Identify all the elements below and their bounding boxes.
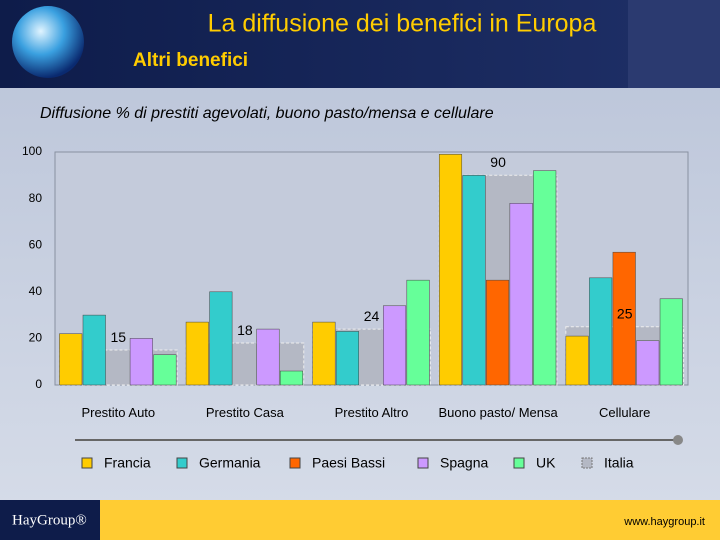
legend-swatch — [81, 457, 93, 469]
globe-icon — [12, 6, 84, 78]
slide-subtitle: Altri benefici — [133, 50, 248, 71]
y-tick-label: 20 — [29, 331, 43, 345]
bar — [383, 305, 407, 386]
bar — [612, 251, 636, 386]
chart-title: Diffusione % di prestiti agevolati, buon… — [40, 105, 494, 122]
bar — [153, 354, 177, 386]
divider-dot — [673, 435, 683, 445]
bar — [636, 340, 660, 386]
legend-swatch — [417, 457, 429, 469]
bar — [335, 331, 359, 386]
footer-band — [100, 500, 720, 540]
y-tick-label: 0 — [35, 377, 42, 391]
bar — [462, 175, 486, 386]
bar — [589, 277, 613, 386]
header-band — [0, 0, 720, 88]
y-tick-label: 100 — [22, 144, 42, 158]
slide-title: La diffusione dei benefici in Europa — [208, 10, 597, 38]
legend-swatch — [581, 457, 593, 469]
legend-label: Spagna — [440, 455, 488, 471]
bar — [82, 314, 106, 386]
legend-label: UK — [536, 455, 556, 471]
legend-label: Paesi Bassi — [312, 455, 385, 471]
legend-label: Germania — [199, 455, 261, 471]
data-label: 90 — [490, 154, 506, 170]
x-tick-label: Cellulare — [599, 405, 651, 420]
x-tick-label: Prestito Casa — [205, 405, 284, 420]
legend-swatch — [513, 457, 525, 469]
legend-label: Italia — [604, 455, 634, 471]
bar — [486, 279, 510, 386]
y-tick-label: 40 — [29, 284, 43, 298]
y-tick-label: 80 — [29, 191, 43, 205]
bar — [312, 321, 336, 386]
bar — [185, 321, 209, 386]
footer-logo-band — [0, 500, 100, 540]
logo: HayGroup® — [12, 512, 87, 528]
bar — [279, 370, 304, 386]
bar — [406, 279, 430, 386]
bar — [59, 333, 83, 386]
x-tick-label: Prestito Auto — [81, 405, 156, 420]
data-label: 24 — [364, 308, 380, 324]
y-tick-label: 60 — [29, 237, 43, 251]
data-label: 18 — [237, 322, 253, 338]
data-label: 25 — [617, 305, 633, 321]
legend-swatch — [289, 457, 301, 469]
bar — [565, 335, 589, 386]
legend-label: Francia — [104, 455, 151, 471]
bar — [509, 203, 533, 386]
bar — [659, 298, 683, 386]
bar — [533, 170, 557, 386]
data-label: 15 — [111, 329, 127, 345]
bar — [256, 328, 280, 386]
x-tick-label: Prestito Altro — [334, 405, 409, 420]
legend-swatch — [176, 457, 188, 469]
bar — [209, 291, 233, 386]
x-tick-label: Buono pasto/ Mensa — [438, 405, 558, 420]
footer-url: www.haygroup.it — [623, 516, 705, 528]
header-corner — [628, 0, 720, 88]
bar — [438, 154, 463, 386]
bar — [129, 338, 153, 386]
